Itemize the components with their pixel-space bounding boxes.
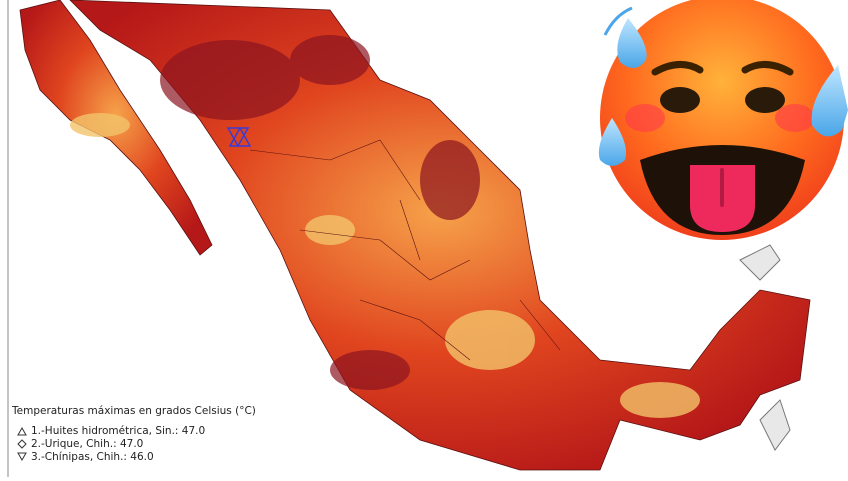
legend-symbol	[17, 452, 27, 462]
legend-item: 2.-Urique, Chih.: 47.0	[31, 438, 143, 450]
hot-face-emoji	[598, 0, 848, 240]
cool-zones	[70, 113, 700, 418]
legend-symbol	[17, 439, 27, 449]
legend-item: 3.-Chínipas, Chih.: 46.0	[31, 451, 154, 463]
legend: Temperaturas máximas en grados Celsius (…	[11, 405, 256, 463]
legend-title: Temperaturas máximas en grados Celsius (…	[11, 405, 256, 417]
station-markers	[226, 126, 252, 148]
legend-item: 1.-Huites hidrométrica, Sin.: 47.0	[31, 425, 205, 437]
neighbor-land	[739, 244, 791, 451]
mexico-mainland	[69, 0, 811, 471]
state-borders	[249, 139, 561, 361]
legend-symbol	[17, 426, 27, 436]
hot-zones	[160, 35, 480, 390]
